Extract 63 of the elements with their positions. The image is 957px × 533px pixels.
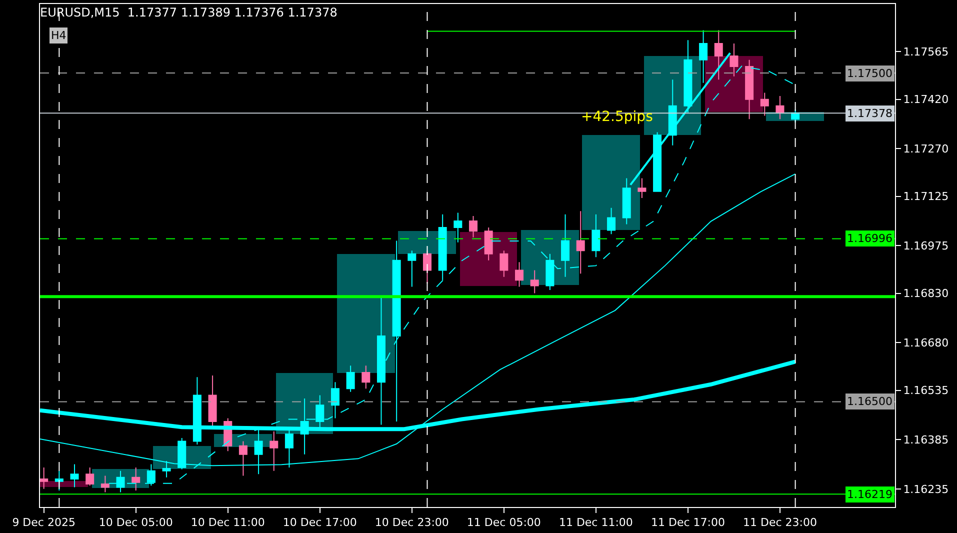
- y-tick-label: 1.17125: [903, 190, 949, 204]
- y-tick-label: 1.17565: [903, 46, 949, 59]
- x-tick-label: 11 Dec 05:00: [466, 516, 541, 530]
- candlestick: [484, 227, 493, 261]
- candlestick: [376, 296, 386, 426]
- y-tick-label: 1.16830: [903, 287, 949, 300]
- candlestick: [622, 178, 631, 225]
- candlestick: [668, 79, 677, 146]
- candlestick: [638, 178, 646, 198]
- x-tick-label: 10 Dec 17:00: [282, 516, 357, 530]
- candlestick: [592, 214, 600, 258]
- y-tick-label: 1.17270: [903, 142, 949, 156]
- candlestick: [346, 365, 355, 392]
- candlestick: [730, 42, 738, 77]
- candlestick: [546, 253, 554, 291]
- ref-line-label: 1.17378: [847, 107, 892, 120]
- candlestick: [576, 210, 585, 274]
- y-tick-label: 1.16535: [903, 384, 949, 398]
- candlestick: [270, 430, 278, 472]
- ref-line-label: 1.17500: [847, 67, 892, 80]
- candlestick: [70, 464, 79, 488]
- candlestick: [86, 467, 94, 486]
- candlestick: [515, 262, 524, 288]
- candlestick: [40, 467, 48, 490]
- candlestick: [316, 394, 324, 429]
- candlestick: [760, 92, 769, 116]
- candlestick: [699, 30, 708, 84]
- candlestick: [776, 96, 784, 120]
- candlestick: [530, 270, 539, 294]
- candlestick: [468, 216, 478, 238]
- bar: [582, 135, 640, 230]
- x-tick-label: 10 Dec 11:00: [190, 516, 265, 530]
- candlestick: [607, 207, 616, 235]
- x-tick-label: 11 Dec 23:00: [742, 516, 817, 530]
- y-tick-label: 1.17420: [903, 93, 949, 106]
- annotation: +42.5pips: [581, 109, 653, 125]
- candlestick: [745, 59, 754, 120]
- x-tick-label: 10 Dec 05:00: [98, 516, 173, 530]
- candlestick: [132, 467, 140, 492]
- candlestick: [561, 214, 570, 278]
- candlestick: [392, 240, 401, 422]
- x-tick-label: 9 Dec 2025: [12, 516, 76, 530]
- y-tick-label: 1.16975: [903, 239, 949, 252]
- candlestick: [238, 440, 248, 476]
- ref-line-label: 1.16500: [847, 395, 892, 408]
- candlestick: [500, 250, 508, 278]
- candlestick: [714, 30, 723, 80]
- y-tick-label: 1.16680: [903, 336, 949, 350]
- candlestick: [330, 382, 340, 419]
- ref-line-label: 1.16996: [847, 232, 892, 245]
- candlestick: [454, 212, 462, 243]
- candlestick: [100, 475, 110, 493]
- candlestick: [408, 250, 416, 288]
- x-tick-label: 11 Dec 11:00: [558, 516, 633, 530]
- x-tick-label: 11 Dec 17:00: [650, 516, 725, 530]
- candlestick: [438, 214, 447, 281]
- y-tick-label: 1.16235: [903, 482, 949, 496]
- candlestick: [362, 365, 370, 390]
- chart-title: EURUSD,M15 1.17377 1.17389 1.17376 1.17378: [40, 5, 338, 20]
- ref-line-label: 1.16219: [847, 488, 892, 501]
- annotation: H4: [51, 29, 66, 42]
- x-tick-label: 10 Dec 23:00: [374, 516, 449, 530]
- y-tick-label: 1.16385: [903, 433, 949, 446]
